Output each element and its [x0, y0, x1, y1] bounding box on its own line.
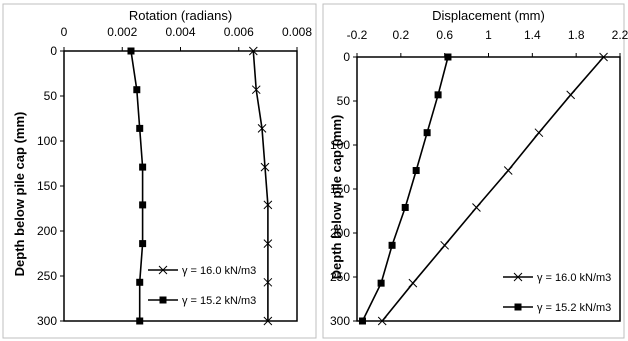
data-point-square-marker — [434, 91, 442, 99]
x-marker-stroke — [377, 316, 387, 326]
x-marker-stroke — [534, 128, 544, 138]
data-point-x-marker — [263, 277, 273, 287]
data-point-square-marker — [127, 47, 135, 55]
x-tick-label: 0.006 — [224, 25, 254, 39]
y-tick-label: 50 — [44, 89, 58, 103]
data-point-square-marker — [136, 278, 144, 286]
x-marker-stroke — [472, 203, 481, 212]
y-tick-label: 100 — [37, 134, 57, 148]
data-point-x-marker — [503, 166, 513, 175]
x-marker-stroke — [408, 278, 418, 288]
x-tick-label: 0.004 — [165, 25, 195, 39]
right-panel-frame — [322, 3, 625, 339]
x-tick-label: 0.008 — [282, 25, 312, 39]
legend-square-marker — [514, 303, 522, 311]
series-line-gamma-15-2 — [361, 56, 449, 322]
data-point-x-marker — [534, 128, 544, 138]
x-marker-stroke — [263, 239, 273, 248]
data-point-x-marker — [251, 85, 261, 95]
series-line-gamma-16 — [252, 50, 269, 321]
data-point-x-marker — [440, 240, 450, 250]
legend-label: γ = 15.2 kN/m3 — [182, 295, 256, 307]
data-point-square-marker — [358, 317, 366, 325]
x-marker-stroke — [440, 240, 450, 250]
series-line-gamma-16 — [381, 56, 605, 322]
data-point-square-marker — [139, 201, 147, 209]
data-point-x-marker — [408, 278, 418, 288]
y-tick-label: 0 — [343, 50, 350, 64]
x-tick-label: 1.8 — [568, 28, 585, 42]
data-point-x-marker — [566, 90, 576, 100]
y-tick-label: 300 — [37, 314, 57, 328]
y-tick-label: 300 — [330, 314, 350, 328]
y-tick-label: 150 — [330, 182, 350, 196]
legend-x-marker — [158, 265, 168, 275]
legend-x-marker — [513, 272, 523, 282]
legend-label: γ = 16.0 kN/m3 — [537, 272, 611, 284]
x-marker-stroke — [263, 277, 273, 287]
data-point-square-marker — [139, 240, 147, 248]
y-tick-label: 50 — [337, 94, 351, 108]
x-tick-label: 0.6 — [436, 28, 453, 42]
y-tick-label: 250 — [37, 269, 57, 283]
rotation-chart: Rotation (radians) 0 0.002 0.004 0.006 0.008 0… — [12, 8, 312, 328]
data-point-x-marker — [248, 46, 258, 56]
x-tick-label: 1 — [485, 28, 492, 42]
x-marker-stroke — [248, 46, 258, 56]
data-point-square-marker — [388, 241, 396, 249]
data-point-x-marker — [377, 316, 387, 326]
x-marker-stroke — [263, 316, 273, 326]
x-tick-label: 0.002 — [107, 25, 137, 39]
series-line-gamma-15-2 — [130, 50, 144, 321]
x-marker-stroke — [257, 124, 267, 133]
x-marker-stroke — [599, 52, 608, 62]
x-tick-label: 1.4 — [524, 28, 541, 42]
x-tick-label: 2.2 — [612, 28, 628, 42]
y-tick-label: 200 — [330, 226, 350, 240]
data-point-x-marker — [263, 316, 273, 326]
x-marker-stroke — [263, 200, 273, 210]
data-point-x-marker — [260, 162, 270, 172]
data-point-x-marker — [599, 52, 608, 62]
y-axis-title: Depth below pile cap (mm) — [329, 115, 344, 280]
x-tick-label: 0 — [61, 25, 68, 39]
plot-area-frame — [63, 50, 298, 322]
data-point-square-marker — [423, 129, 431, 137]
y-tick-label: 0 — [50, 44, 57, 58]
x-tick-label: 0.2 — [392, 28, 409, 42]
y-tick-label: 200 — [37, 224, 57, 238]
displacement-chart: Displacement (mm) -0.2 0.2 0.6 1 1.4 1.8 2.2 0 50… — [329, 8, 628, 328]
data-point-square-marker — [377, 279, 385, 287]
data-point-square-marker — [133, 86, 141, 94]
x-tick-label: -0.2 — [347, 28, 368, 42]
legend-label: γ = 16.0 kN/m3 — [182, 265, 256, 277]
x-marker-stroke — [566, 90, 576, 100]
x-axis-title: Displacement (mm) — [432, 8, 545, 23]
data-point-x-marker — [263, 200, 273, 210]
x-axis-title: Rotation (radians) — [129, 8, 232, 23]
data-point-square-marker — [401, 203, 409, 211]
data-point-x-marker — [257, 124, 267, 133]
y-tick-label: 150 — [37, 179, 57, 193]
data-point-square-marker — [139, 163, 147, 171]
data-point-square-marker — [412, 167, 420, 175]
left-panel-frame — [2, 3, 317, 339]
y-tick-label: 100 — [330, 138, 350, 152]
x-marker-stroke — [260, 162, 270, 172]
data-point-x-marker — [263, 239, 273, 248]
data-point-x-marker — [472, 203, 481, 212]
y-tick-label: 250 — [330, 270, 350, 284]
legend-square-marker — [159, 296, 167, 304]
x-marker-stroke — [251, 85, 261, 95]
y-axis-title: Depth below pile cap (mm) — [12, 112, 27, 277]
data-point-square-marker — [136, 317, 144, 325]
legend-label: γ = 15.2 kN/m3 — [537, 302, 611, 314]
x-marker-stroke — [503, 166, 513, 175]
data-point-square-marker — [136, 124, 144, 132]
data-point-square-marker — [444, 53, 452, 61]
